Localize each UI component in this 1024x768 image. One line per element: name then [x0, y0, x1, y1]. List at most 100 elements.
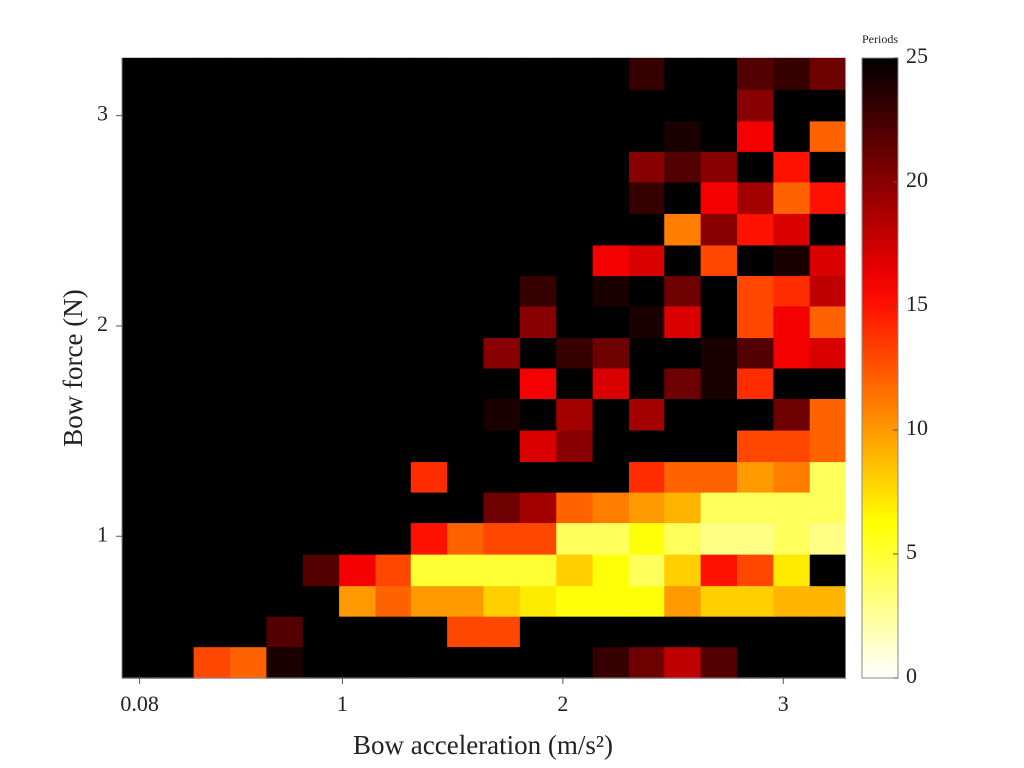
- heatmap-cell: [628, 368, 665, 399]
- heatmap-cell: [193, 461, 231, 493]
- heatmap-cell: [736, 616, 774, 648]
- heatmap-cell: [447, 305, 484, 339]
- heatmap-cell: [157, 368, 195, 399]
- heatmap-cell: [339, 151, 376, 183]
- heatmap-cell: [410, 398, 448, 431]
- heatmap-cell: [628, 430, 665, 463]
- heatmap-cell: [628, 492, 665, 524]
- heatmap-cell: [447, 430, 484, 463]
- heatmap-cell: [809, 120, 846, 152]
- heatmap-cell: [266, 554, 304, 587]
- heatmap-cell: [519, 181, 557, 214]
- heatmap-cell: [809, 213, 846, 246]
- heatmap-cell: [519, 213, 557, 246]
- heatmap-cell: [556, 120, 594, 152]
- heatmap-cell: [809, 554, 846, 587]
- heatmap-cell: [664, 398, 702, 431]
- heatmap-cell: [483, 57, 521, 90]
- heatmap-cell: [447, 337, 484, 369]
- heatmap-cell: [556, 151, 594, 183]
- heatmap-cell: [302, 120, 340, 152]
- heatmap-cell: [664, 522, 702, 555]
- y-tick-label: 2: [97, 311, 108, 336]
- heatmap-cell: [230, 120, 267, 152]
- heatmap-cell: [809, 430, 846, 463]
- heatmap-cell: [157, 430, 195, 463]
- heatmap-cell: [483, 554, 521, 587]
- colorbar-tick-label: 20: [906, 167, 928, 192]
- heatmap-cell: [773, 120, 811, 152]
- heatmap-cell: [628, 89, 665, 122]
- heatmap-cell: [157, 337, 195, 369]
- heatmap-cell: [122, 616, 158, 648]
- heatmap-cell: [266, 305, 304, 339]
- heatmap-cell: [410, 554, 448, 587]
- heatmap-cell: [193, 337, 231, 369]
- heatmap-cell: [230, 492, 267, 524]
- heatmap-cell: [410, 181, 448, 214]
- heatmap-cell: [375, 275, 412, 307]
- heatmap-cell: [302, 430, 340, 463]
- heatmap-cell: [483, 585, 521, 617]
- heatmap-cell: [230, 522, 267, 555]
- heatmap-cell: [339, 398, 376, 431]
- heatmap-cell: [736, 461, 774, 493]
- heatmap-cell: [230, 646, 267, 679]
- heatmap-cell: [592, 646, 630, 679]
- heatmap-cell: [809, 181, 846, 214]
- heatmap-cell: [592, 554, 630, 587]
- heatmap-cell: [664, 492, 702, 524]
- heatmap-cell: [375, 213, 412, 246]
- heatmap-cell: [736, 305, 774, 339]
- heatmap-cell: [410, 646, 448, 679]
- heatmap-cell: [483, 213, 521, 246]
- heatmap-cell: [628, 181, 665, 214]
- heatmap-cell: [122, 646, 158, 679]
- heatmap-cell: [193, 646, 231, 679]
- heatmap-cell: [193, 305, 231, 339]
- heatmap-cell: [664, 337, 702, 369]
- heatmap-cell: [230, 244, 267, 276]
- heatmap-cell: [266, 151, 304, 183]
- heatmap-cell: [809, 275, 846, 307]
- heatmap-cell: [157, 522, 195, 555]
- heatmap-cell: [700, 585, 738, 617]
- heatmap-cell: [628, 244, 665, 276]
- heatmap-cell: [773, 151, 811, 183]
- heatmap-cell: [773, 646, 811, 679]
- heatmap-cell: [809, 244, 846, 276]
- heatmap-cell: [122, 120, 158, 152]
- heatmap-cell: [700, 181, 738, 214]
- heatmap-cell: [592, 151, 630, 183]
- heatmap-cell: [628, 398, 665, 431]
- heatmap-cell: [302, 554, 340, 587]
- heatmap-cell: [375, 57, 412, 90]
- heatmap-cell: [700, 57, 738, 90]
- heatmap-cell: [266, 181, 304, 214]
- heatmap-cell: [664, 646, 702, 679]
- heatmap-cell: [122, 461, 158, 493]
- heatmap-cell: [556, 213, 594, 246]
- heatmap-cell: [447, 492, 484, 524]
- heatmap-cell: [447, 368, 484, 399]
- heatmap-cell: [302, 151, 340, 183]
- heatmap-cell: [230, 213, 267, 246]
- heatmap-cell: [230, 89, 267, 122]
- heatmap-cell: [736, 368, 774, 399]
- heatmap-cell: [700, 213, 738, 246]
- heatmap-cell: [664, 181, 702, 214]
- heatmap-cell: [664, 554, 702, 587]
- heatmap-cell: [700, 522, 738, 555]
- heatmap-cell: [339, 492, 376, 524]
- heatmap-cell: [447, 646, 484, 679]
- heatmap-cell: [266, 89, 304, 122]
- heatmap-cell: [122, 305, 158, 339]
- heatmap-cell: [483, 398, 521, 431]
- heatmap-cell: [447, 213, 484, 246]
- heatmap-cell: [736, 585, 774, 617]
- heatmap-cell: [266, 244, 304, 276]
- heatmap-cell: [664, 213, 702, 246]
- heatmap-cell: [483, 181, 521, 214]
- heatmap-cell: [700, 430, 738, 463]
- heatmap-cell: [809, 368, 846, 399]
